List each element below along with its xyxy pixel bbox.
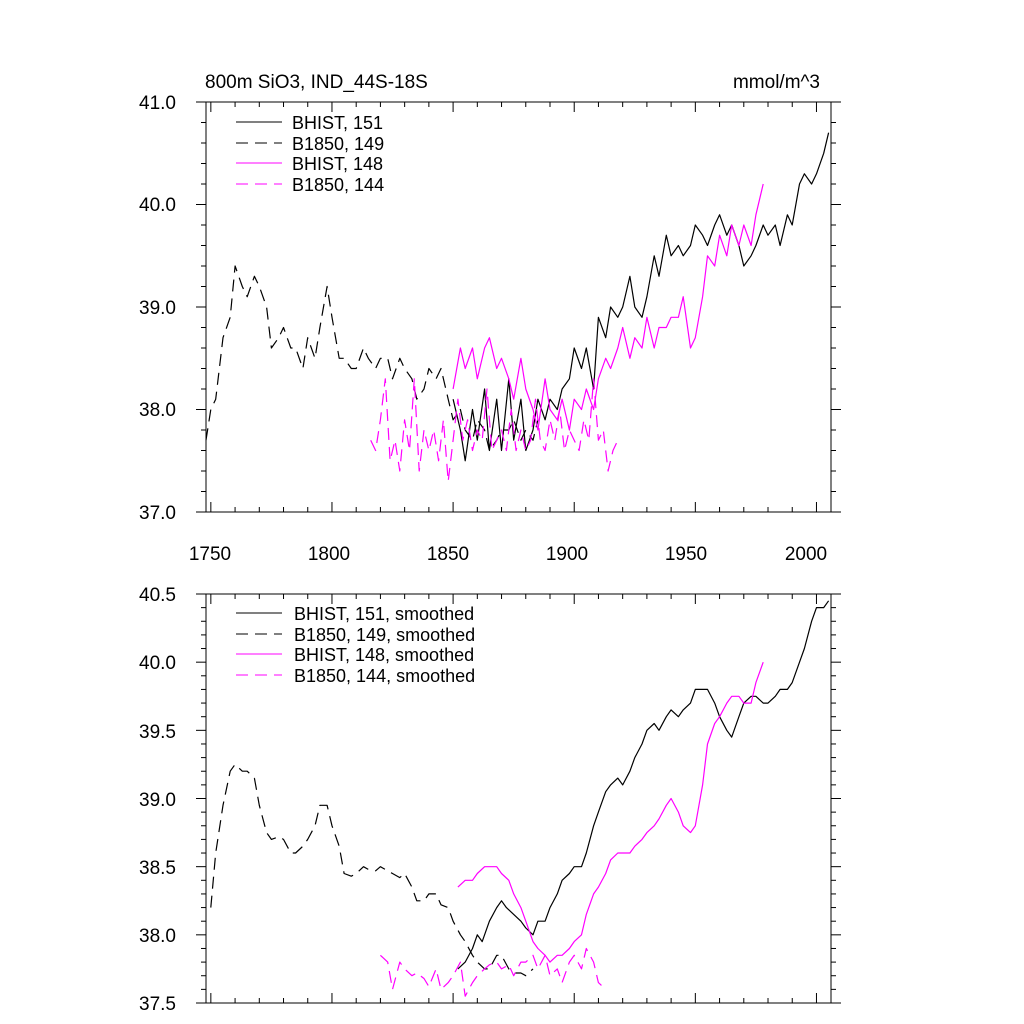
top-chart-units: mmol/m^3 bbox=[733, 72, 820, 93]
y-tick-label: 40.0 bbox=[139, 195, 176, 216]
y-tick-label: 39.0 bbox=[139, 298, 176, 319]
top-chart-series bbox=[205, 132, 830, 482]
y-tick-label: 38.0 bbox=[139, 926, 176, 947]
legend-label-b1850-144: B1850, 144 bbox=[292, 175, 384, 195]
legend-label-b1850-149: B1850, 149 bbox=[292, 134, 384, 154]
series-line-b1850-144 bbox=[370, 378, 619, 482]
legend-label-bhist-148: BHIST, 148 bbox=[292, 154, 383, 174]
series-line-bhist-148-smoothed bbox=[457, 661, 764, 963]
x-tick-label: 1750 bbox=[189, 544, 231, 565]
x-tick-label: 1800 bbox=[308, 544, 350, 565]
series-line-bhist-151 bbox=[452, 132, 830, 462]
x-tick-label: 1900 bbox=[546, 544, 588, 565]
y-tick-label: 37.5 bbox=[139, 994, 176, 1015]
top-chart-x-axis: 1750 1800 1850 1900 1950 2000 bbox=[189, 544, 827, 565]
legend-label-b1850-144-smoothed: B1850, 144, smoothed bbox=[294, 666, 475, 686]
y-tick-label: 38.0 bbox=[139, 400, 176, 421]
y-tick-label: 40.5 bbox=[139, 585, 176, 606]
legend-label-b1850-149-smoothed: B1850, 149, smoothed bbox=[294, 625, 475, 645]
y-tick-label: 38.5 bbox=[139, 858, 176, 879]
series-line-b1850-144-smoothed bbox=[379, 947, 607, 997]
top-chart-title: 800m SiO3, IND_44S-18S bbox=[205, 72, 428, 93]
series-line-b1850-149 bbox=[205, 265, 539, 452]
y-tick-label: 39.0 bbox=[139, 790, 176, 811]
top-chart-y-axis: 37.0 38.0 39.0 40.0 41.0 bbox=[139, 93, 176, 524]
bottom-chart: 37.5 38.0 38.5 39.0 39.5 40.0 40.5 BHIST… bbox=[139, 585, 841, 1015]
x-tick-label: 1950 bbox=[665, 544, 707, 565]
y-tick-label: 39.5 bbox=[139, 722, 176, 743]
series-line-bhist-151-smoothed bbox=[457, 600, 830, 970]
top-chart-tick-marks bbox=[196, 101, 841, 513]
top-chart: 800m SiO3, IND_44S-18S mmol/m^3 37.0 38.… bbox=[139, 72, 841, 565]
bottom-chart-tick-marks bbox=[196, 593, 841, 1004]
x-tick-label: 1850 bbox=[427, 544, 469, 565]
top-chart-legend: BHIST, 151 B1850, 149 BHIST, 148 B1850, … bbox=[236, 113, 384, 195]
legend-label-bhist-151-smoothed: BHIST, 151, smoothed bbox=[294, 604, 474, 624]
y-tick-label: 41.0 bbox=[139, 93, 176, 114]
bottom-chart-series bbox=[210, 600, 830, 997]
x-tick-label: 2000 bbox=[785, 544, 827, 565]
y-tick-label: 40.0 bbox=[139, 653, 176, 674]
bottom-chart-y-axis: 37.5 38.0 38.5 39.0 39.5 40.0 40.5 bbox=[139, 585, 176, 1015]
series-line-bhist-148 bbox=[452, 183, 764, 431]
bottom-chart-legend: BHIST, 151, smoothed B1850, 149, smoothe… bbox=[236, 604, 475, 686]
legend-label-bhist-151: BHIST, 151 bbox=[292, 113, 383, 133]
legend-label-bhist-148-smoothed: BHIST, 148, smoothed bbox=[294, 645, 474, 665]
series-line-b1850-149-smoothed bbox=[210, 763, 534, 977]
y-tick-label: 37.0 bbox=[139, 503, 176, 524]
